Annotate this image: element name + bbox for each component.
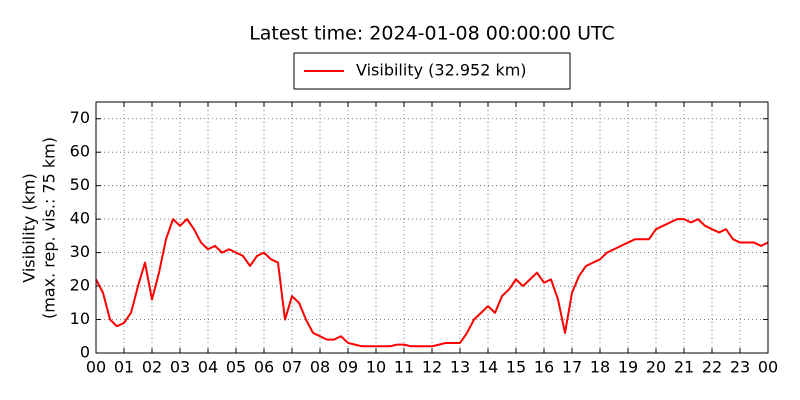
x-tick-label: 13	[450, 358, 470, 377]
x-tick-label: 23	[730, 358, 750, 377]
x-tick-label: 19	[618, 358, 638, 377]
x-tick-label: 05	[226, 358, 246, 377]
x-tick-label: 10	[366, 358, 386, 377]
x-tick-label: 17	[562, 358, 582, 377]
y-axis-label: Visibility (km)	[20, 173, 39, 282]
x-tick-label: 18	[590, 358, 610, 377]
y-tick-label: 70	[70, 108, 90, 127]
x-tick-label: 00	[86, 358, 106, 377]
y-tick-label: 30	[70, 242, 90, 261]
x-tick-label: 00	[758, 358, 778, 377]
y-tick-label: 10	[70, 309, 90, 328]
x-tick-label: 14	[478, 358, 498, 377]
x-tick-label: 12	[422, 358, 442, 377]
x-tick-label: 06	[254, 358, 274, 377]
x-tick-label: 20	[646, 358, 666, 377]
x-tick-label: 01	[114, 358, 134, 377]
y-axis-label: (max. rep. vis.: 75 km)	[40, 137, 59, 319]
x-tick-label: 02	[142, 358, 162, 377]
legend-label: Visibility (32.952 km)	[356, 61, 527, 80]
x-tick-label: 16	[534, 358, 554, 377]
y-tick-label: 0	[80, 343, 90, 362]
x-tick-label: 22	[702, 358, 722, 377]
y-tick-label: 50	[70, 175, 90, 194]
y-tick-label: 60	[70, 142, 90, 161]
data-line	[95, 218, 769, 348]
plot-frame	[95, 101, 769, 354]
x-tick-label: 04	[198, 358, 218, 377]
y-tick-label: 20	[70, 276, 90, 295]
x-tick-label: 09	[338, 358, 358, 377]
x-tick-label: 21	[674, 358, 694, 377]
x-tick-label: 08	[310, 358, 330, 377]
x-tick-label: 11	[394, 358, 414, 377]
x-tick-label: 03	[170, 358, 190, 377]
x-tick-label: 07	[282, 358, 302, 377]
x-tick-label: 15	[506, 358, 526, 377]
y-tick-label: 40	[70, 209, 90, 228]
chart-title: Latest time: 2024-01-08 00:00:00 UTC	[249, 23, 615, 45]
